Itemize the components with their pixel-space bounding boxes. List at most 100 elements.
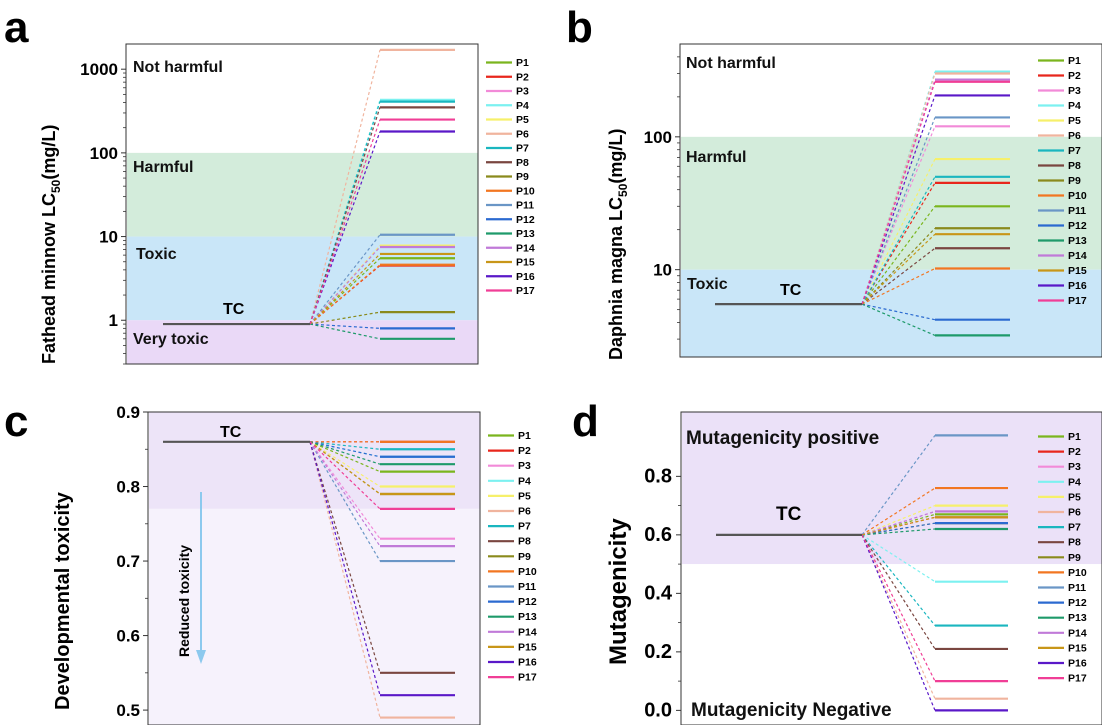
zone-band	[149, 508, 480, 725]
legend-label-p16: P16	[1068, 658, 1087, 670]
legend-label-p10: P10	[1068, 190, 1087, 202]
legend-label-p2: P2	[518, 445, 531, 457]
legend-label-p15: P15	[516, 257, 535, 269]
legend-label-p12: P12	[518, 596, 537, 608]
panel-b: b 10 100 Daphnia magna LC50(mg/L) Not har…	[566, 3, 1102, 360]
legend-label-p7: P7	[1068, 145, 1081, 157]
legend-label-p10: P10	[516, 185, 535, 197]
legend-label-p17: P17	[516, 285, 535, 297]
zone-band	[682, 412, 1102, 565]
connector-p13	[309, 441, 381, 465]
plot-frame	[125, 43, 479, 365]
legend-label-p5: P5	[1068, 491, 1081, 503]
legend-label-p8: P8	[518, 536, 531, 548]
connector-p15	[309, 441, 381, 495]
y-tick-label: 0.0	[644, 699, 672, 721]
legend-label-p17: P17	[1068, 673, 1087, 685]
y-tick-label: 0.9	[116, 403, 140, 422]
zone-label-harmful: Harmful	[133, 159, 193, 176]
legend-label-p1: P1	[1068, 55, 1081, 67]
connector-p16	[861, 95, 936, 305]
connector-p14	[861, 510, 936, 536]
legend-label-p16: P16	[1068, 280, 1087, 292]
connector-p7	[861, 534, 936, 626]
connector-p7	[309, 441, 381, 450]
connector-p8	[861, 247, 936, 305]
y-axis: 0.0 0.2 0.4 0.6 0.8	[644, 465, 681, 721]
reduced-toxicity-label: Reduced toxicity	[176, 545, 192, 657]
legend-label-p1: P1	[516, 57, 529, 69]
y-tick-label: 1	[109, 311, 118, 330]
legend-label-p14: P14	[1068, 627, 1087, 639]
legend-label-p11: P11	[1068, 205, 1086, 217]
y-tick-label: 1000	[80, 60, 118, 79]
legend: P1 P2 P3 P4 P5 P6 P7 P8 P9 P10 P11 P12 P13 P14 P15 P16 P…	[1038, 431, 1087, 685]
zone-label-not-harmful: Not harmful	[133, 59, 223, 76]
legend-label-p14: P14	[1068, 250, 1087, 262]
y-tick-label: 100	[90, 144, 118, 163]
legend-label-p13: P13	[1068, 235, 1087, 247]
connector-p10	[861, 267, 936, 305]
panel-letter-c: c	[4, 397, 28, 446]
zone-label-harmful: Harmful	[686, 149, 746, 166]
y-tick-label: 10	[653, 261, 672, 280]
legend-label-p2: P2	[1068, 70, 1081, 82]
connector-p13	[309, 323, 381, 340]
y-tick-label: 100	[644, 128, 672, 147]
zone-bands	[127, 44, 478, 364]
connector-p5	[309, 441, 381, 488]
y-tick-label: 0.6	[116, 627, 140, 646]
legend-label-p6: P6	[1068, 507, 1081, 519]
legend-label-p4: P4	[1068, 476, 1081, 488]
connector-p11	[309, 441, 381, 562]
connector-p16	[309, 131, 381, 325]
connector-p8	[309, 107, 381, 325]
legend-label-p16: P16	[516, 271, 535, 283]
series-lines	[163, 48, 455, 340]
connector-p4	[861, 534, 936, 583]
legend-label-p7: P7	[518, 521, 531, 533]
connector-p8	[861, 534, 936, 650]
connector-p17	[861, 81, 936, 305]
zone-band	[681, 44, 1102, 137]
legend-label-p9: P9	[518, 551, 531, 563]
parent-label: TC	[780, 282, 802, 299]
legend-label-p11: P11	[1068, 582, 1086, 594]
y-tick-label: 0.7	[116, 552, 140, 571]
parent-label: TC	[223, 301, 245, 318]
legend-label-p4: P4	[516, 100, 529, 112]
connector-p9	[309, 311, 381, 325]
connector-p15	[861, 516, 936, 536]
legend-label-p5: P5	[516, 114, 529, 126]
zone-band	[682, 564, 1102, 725]
connector-p1	[861, 205, 936, 305]
legend-label-p6: P6	[516, 128, 529, 140]
legend-label-p5: P5	[1068, 115, 1081, 127]
zone-band	[681, 136, 1102, 270]
zone-band	[681, 269, 1102, 357]
series-lines	[716, 434, 1008, 712]
y-tick-label: 10	[99, 228, 118, 247]
zone-label-negative: Mutagenicity Negative	[691, 700, 892, 721]
connector-p10	[861, 487, 936, 536]
connector-p15	[309, 253, 381, 325]
connector-p12	[861, 303, 936, 321]
panel-letter-a: a	[4, 3, 29, 52]
legend-label-p10: P10	[518, 566, 537, 578]
legend-label-p7: P7	[1068, 522, 1081, 534]
y-axis: 0.5 0.6 0.7 0.8 0.9	[116, 403, 148, 720]
legend-label-p7: P7	[516, 143, 529, 155]
plot-frame	[680, 411, 1102, 725]
y-axis-label: Mutagenicity	[605, 518, 632, 665]
panel-a: a 1 10 100 1000 Fathead minnow LC50(mg/L) N…	[4, 3, 535, 365]
legend-label-p15: P15	[518, 641, 537, 653]
connector-p6	[309, 441, 381, 718]
connector-p8	[309, 441, 381, 674]
zone-band	[127, 236, 478, 321]
connector-p12	[861, 522, 936, 536]
connector-p13	[861, 528, 936, 536]
legend-label-p12: P12	[1068, 220, 1087, 232]
connector-p13	[861, 303, 936, 336]
legend-label-p11: P11	[516, 200, 534, 212]
plot-frame	[679, 43, 1102, 358]
